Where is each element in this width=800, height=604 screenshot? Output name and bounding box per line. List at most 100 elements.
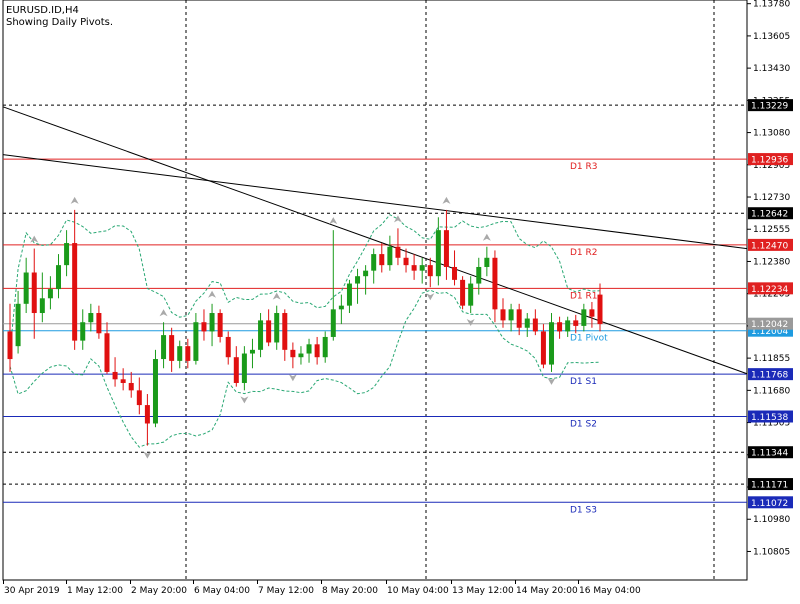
upper-band [9, 214, 601, 352]
candle-body [64, 243, 70, 266]
trendline [2, 154, 748, 250]
candle-body [249, 349, 255, 354]
envelope-bands [9, 214, 601, 448]
candle [161, 322, 167, 369]
candle-body [144, 405, 150, 424]
candle [55, 254, 61, 299]
price-label-text: 1.11171 [751, 481, 788, 491]
candle-body [492, 257, 498, 310]
candle [7, 303, 13, 372]
candle-body [306, 344, 312, 354]
candle [80, 309, 86, 350]
candle [395, 228, 401, 266]
price-tick-label: 1.11505 [753, 419, 790, 429]
price-label-text: 1.11768 [751, 371, 788, 381]
lower-band [9, 289, 601, 448]
candle-body [557, 322, 563, 332]
candle-body [403, 257, 409, 266]
candle-body [524, 318, 530, 328]
candle [427, 257, 433, 288]
candle-body [355, 276, 361, 284]
candle [201, 309, 207, 341]
candle [468, 276, 474, 314]
fractal-up-icon [159, 309, 168, 317]
candle-body [427, 265, 433, 277]
price-tick-label: 1.10980 [753, 515, 790, 525]
candle-body [88, 313, 94, 323]
price-tick-label: 1.13605 [753, 32, 790, 42]
candle-body [346, 283, 352, 306]
price-label-text: 1.12470 [751, 241, 788, 251]
time-tick-label: 13 May 12:00 [452, 586, 514, 596]
price-label-text: 1.12234 [751, 285, 788, 295]
candle [88, 303, 94, 332]
candle [241, 346, 247, 391]
price-label-box [748, 478, 793, 491]
candle [144, 394, 150, 446]
candle-body [322, 336, 328, 358]
candle-body [290, 349, 296, 358]
time-tick-label: 16 May 04:00 [579, 586, 641, 596]
candle [306, 338, 312, 363]
candle [516, 303, 522, 336]
candle [355, 268, 361, 304]
candle [104, 322, 110, 374]
candle-body [363, 270, 369, 277]
fractal-up-icon [272, 292, 281, 300]
candle [411, 254, 417, 280]
candle [540, 324, 546, 369]
candle-body [540, 331, 546, 365]
pivot-label: D1 S1 [570, 377, 597, 387]
candle-body [371, 254, 377, 271]
candle-body [379, 254, 385, 266]
candles [7, 209, 603, 446]
candle-body [23, 272, 29, 304]
plot-frame [2, 0, 748, 581]
candle [508, 303, 514, 332]
candle-body [209, 313, 215, 332]
pivot-label: D1 R1 [570, 291, 598, 301]
pivot-label: D1 S3 [570, 505, 597, 515]
candle [152, 349, 158, 428]
trendlines [2, 106, 748, 375]
candle [330, 230, 336, 341]
candle [443, 209, 449, 280]
candle-body [589, 309, 595, 317]
candle-body [193, 322, 199, 361]
candle-body [241, 353, 247, 383]
candle-body [80, 322, 86, 341]
candle-body [460, 279, 466, 306]
price-tick-label: 1.12555 [753, 225, 790, 235]
candle-body [565, 320, 571, 332]
candle [23, 257, 29, 314]
candle-body [532, 318, 538, 332]
candle-body [152, 359, 158, 424]
candle [314, 336, 320, 365]
candle-body [177, 346, 183, 361]
candle-body [120, 379, 126, 383]
candle-body [508, 309, 514, 321]
price-label-box [748, 207, 793, 220]
symbol-label: EURUSD.ID,H4 [6, 5, 79, 16]
pivot-subtitle: Showing Daily Pivots. [6, 17, 113, 28]
candle-body [201, 322, 207, 332]
candle-body [258, 320, 264, 350]
fractal-up-icon [30, 235, 39, 243]
time-tick-label: 7 May 12:00 [258, 586, 314, 596]
candle [387, 235, 393, 271]
candle-body [169, 335, 175, 361]
candle [233, 346, 239, 387]
candle-body [233, 357, 239, 383]
candle-body [387, 246, 393, 266]
candle [39, 272, 45, 323]
pivot-levels: D1 R3 D1 R2 D1 R1 D1 Pivot D1 S1 D1 S2 D1 S3 [3, 104, 747, 515]
candle [484, 246, 490, 277]
candle [177, 340, 183, 369]
price-label-text: 1.11344 [751, 449, 788, 459]
candle [597, 283, 603, 332]
candle-body [128, 382, 134, 391]
candle [266, 309, 272, 347]
candle [72, 209, 78, 350]
